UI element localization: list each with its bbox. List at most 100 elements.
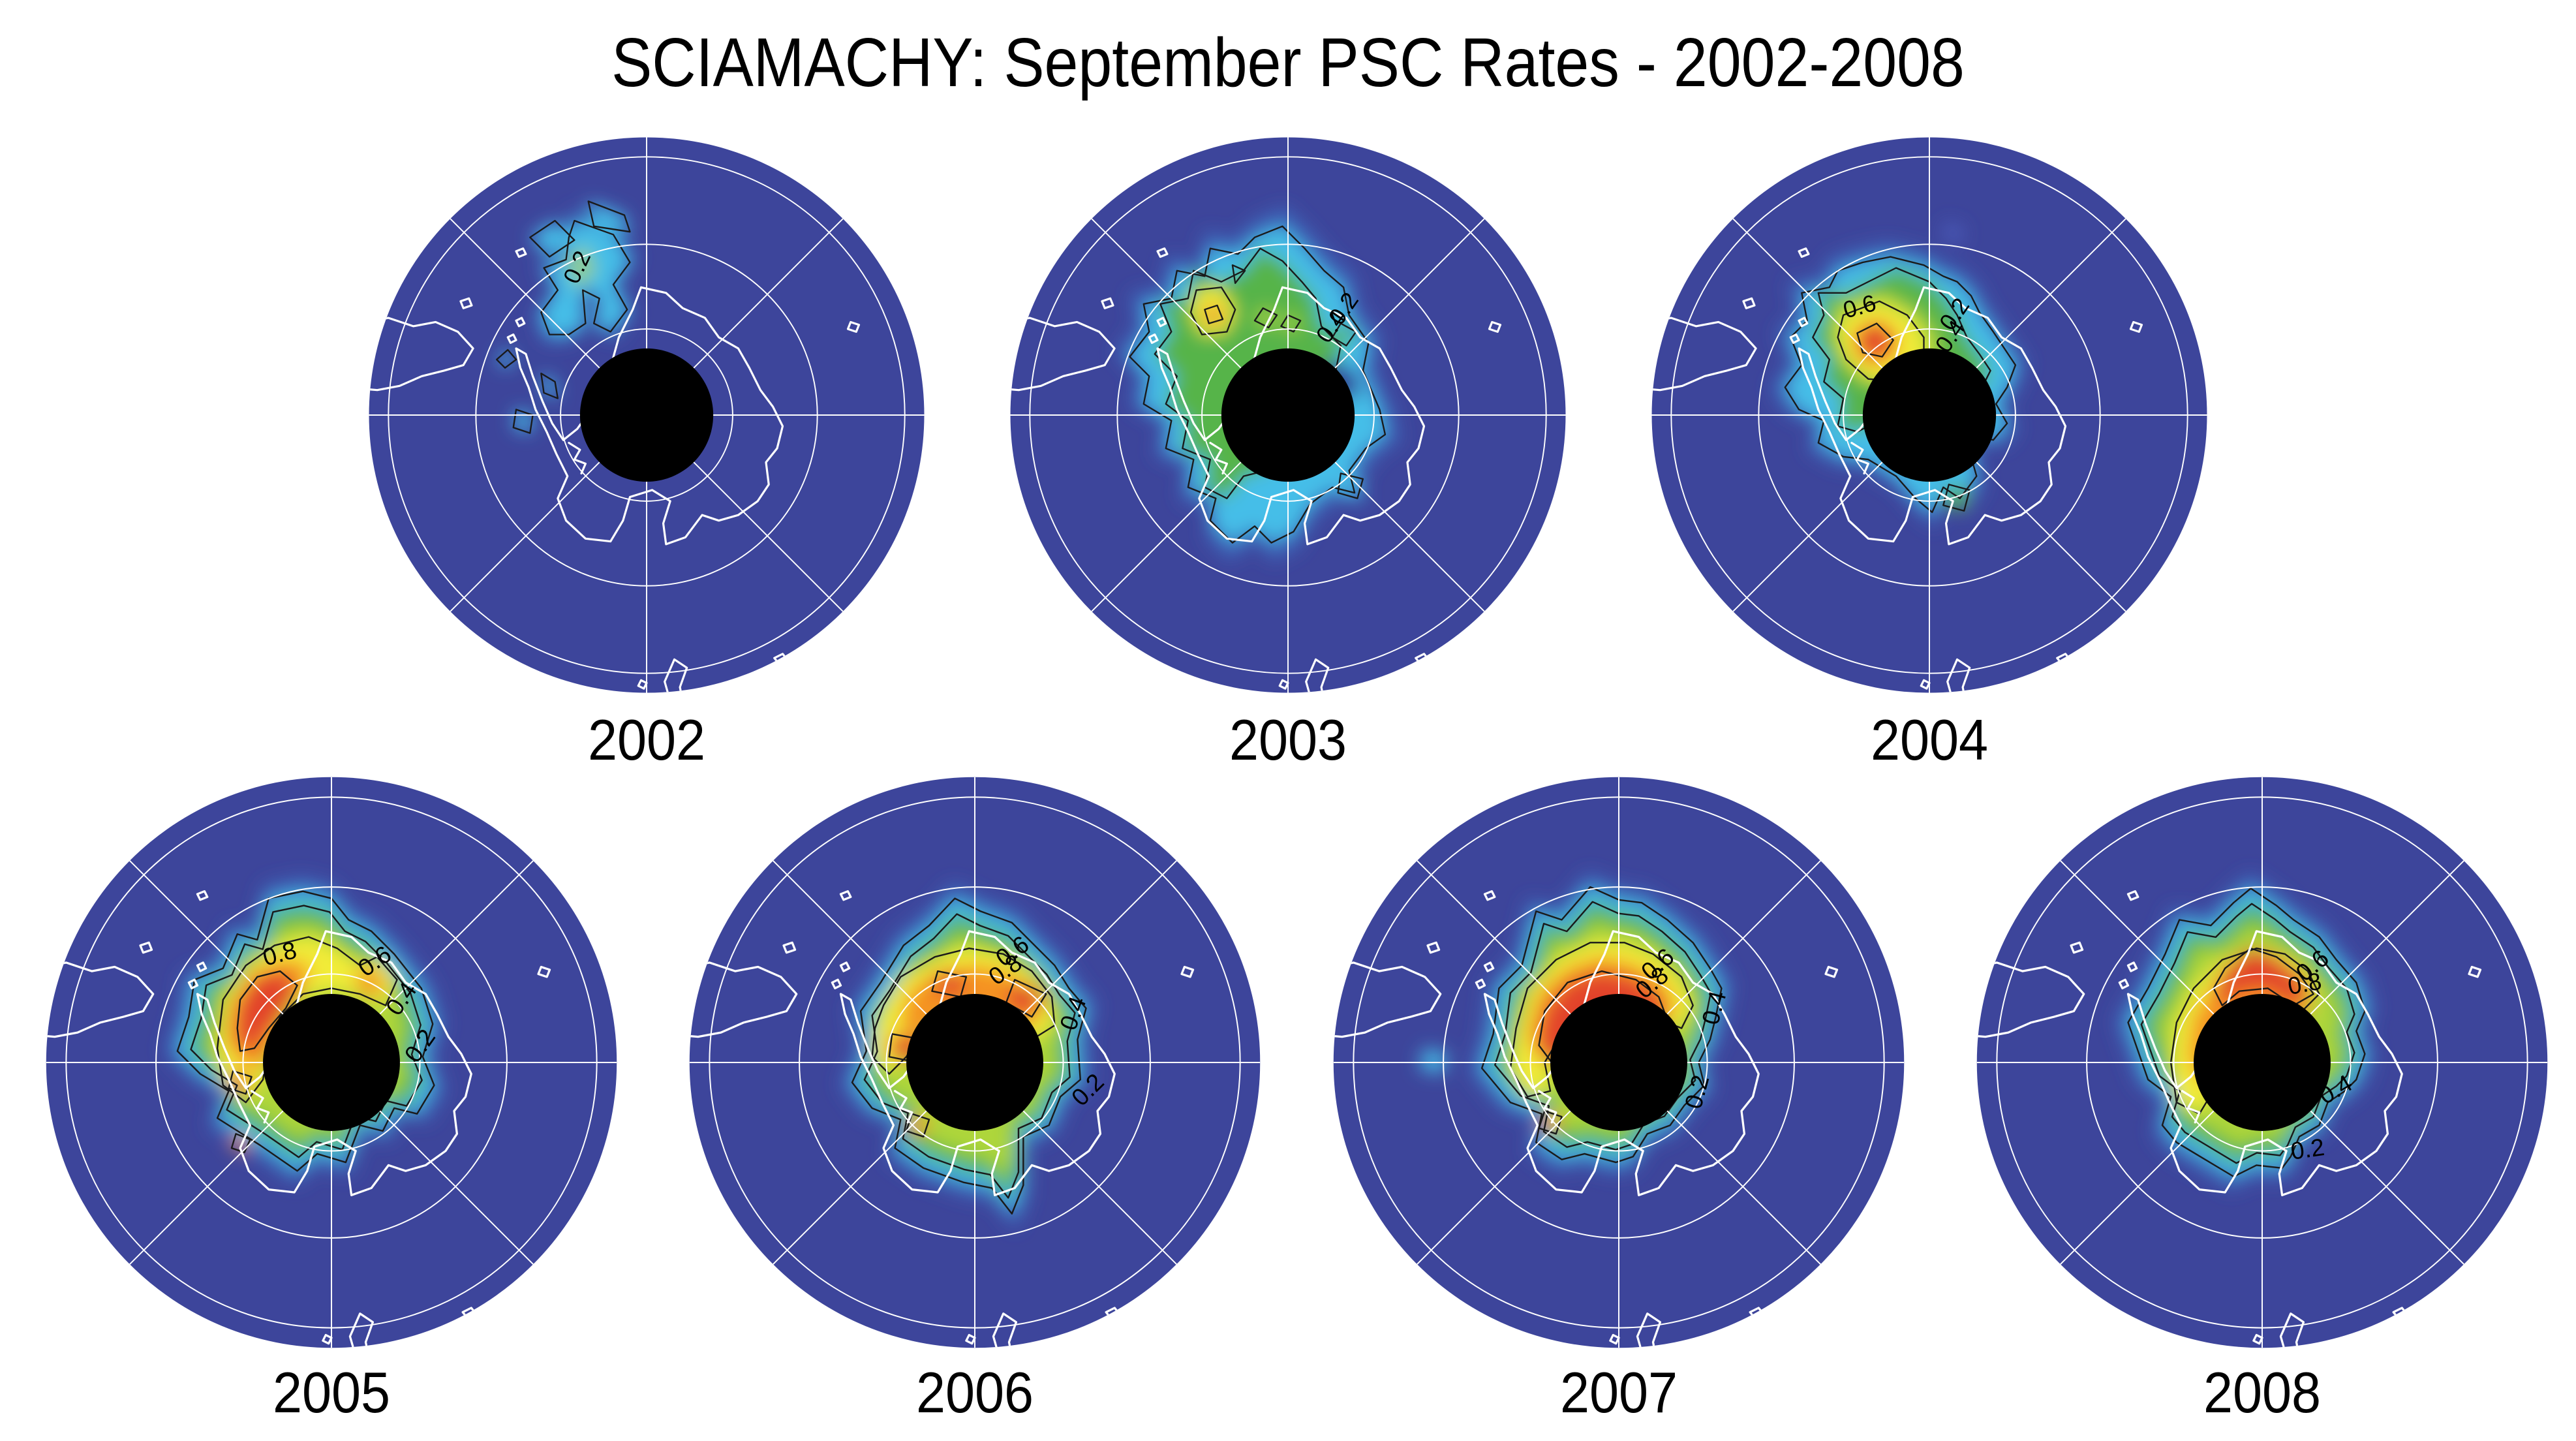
contour-label: 0.8 bbox=[260, 936, 299, 971]
island-coast bbox=[782, 941, 797, 954]
pole-data-gap bbox=[2194, 994, 2331, 1131]
island-coast bbox=[1946, 658, 1971, 693]
island-coast bbox=[965, 1333, 976, 1345]
ice-shelf-line bbox=[1850, 441, 1869, 474]
island-coast bbox=[1156, 247, 1169, 258]
map-2008: 0.60.80.40.2 bbox=[1976, 777, 2548, 1348]
island-coast bbox=[1798, 317, 1809, 328]
island-coast bbox=[322, 1333, 333, 1345]
island-coast bbox=[1636, 1312, 1662, 1348]
island-coast bbox=[1824, 965, 1839, 978]
island-coast bbox=[1742, 297, 1756, 309]
island-coast bbox=[637, 679, 648, 690]
south-america-coast bbox=[689, 961, 798, 1038]
island-coast bbox=[831, 978, 842, 989]
antarctica-coast bbox=[1156, 286, 1426, 546]
map-2003: 0.20.4 bbox=[1010, 137, 1566, 693]
island-coast bbox=[992, 1312, 1018, 1348]
map-2005: 0.80.60.40.2 bbox=[46, 777, 617, 1348]
year-label-2004: 2004 bbox=[1870, 707, 1989, 772]
island-coast bbox=[515, 247, 527, 258]
island-coast bbox=[839, 961, 851, 972]
island-coast bbox=[2129, 320, 2143, 333]
island-coast bbox=[2126, 961, 2138, 972]
ice-shelf-line bbox=[568, 441, 587, 474]
island-coast bbox=[1305, 658, 1330, 693]
antarctica-coast bbox=[515, 286, 784, 546]
figure-title: SCIAMACHY: September PSC Rates - 2002-20… bbox=[611, 24, 1965, 101]
antarctica-coast bbox=[196, 930, 472, 1196]
island-coast bbox=[1148, 333, 1159, 344]
coastline bbox=[1651, 247, 2143, 693]
contour-lines bbox=[176, 890, 435, 1172]
island-coast bbox=[196, 890, 209, 901]
island-coast bbox=[2070, 941, 2084, 954]
island-coast bbox=[515, 317, 526, 328]
island-coast bbox=[196, 961, 207, 972]
contour-lines bbox=[1129, 225, 1387, 544]
year-label-2006: 2006 bbox=[915, 1360, 1034, 1425]
island-coast bbox=[2279, 1312, 2305, 1348]
south-america-coast bbox=[1651, 317, 1757, 392]
year-label-2008: 2008 bbox=[2203, 1360, 2322, 1425]
island-coast bbox=[1426, 941, 1441, 954]
pole-data-gap bbox=[263, 994, 400, 1131]
antarctica-coast bbox=[1483, 930, 1760, 1196]
island-coast bbox=[1156, 317, 1167, 328]
coastline bbox=[1333, 890, 1839, 1348]
ice-shelf-line bbox=[1209, 441, 1228, 474]
pole-data-gap bbox=[1550, 994, 1687, 1131]
island-coast bbox=[1789, 333, 1800, 344]
island-coast bbox=[2468, 965, 2482, 978]
island-coast bbox=[1609, 1333, 1620, 1345]
south-america-coast bbox=[1010, 317, 1116, 392]
island-coast bbox=[2126, 890, 2139, 901]
island-coast bbox=[2252, 1333, 2263, 1345]
island-coast bbox=[187, 978, 199, 989]
south-america-coast bbox=[1333, 961, 1442, 1038]
year-label-2003: 2003 bbox=[1229, 707, 1347, 772]
map-2002: 0.2 bbox=[369, 137, 925, 693]
island-coast bbox=[1488, 320, 1502, 333]
contour-label: 0.8 bbox=[2286, 967, 2323, 1000]
year-label-2005: 2005 bbox=[272, 1360, 391, 1425]
island-coast bbox=[2118, 978, 2130, 989]
map-2006: 0.60.80.40.2 bbox=[689, 777, 1261, 1348]
coastline bbox=[1976, 890, 2482, 1348]
island-coast bbox=[1920, 679, 1931, 690]
island-coast bbox=[1180, 965, 1195, 978]
pole-data-gap bbox=[906, 994, 1043, 1131]
island-coast bbox=[1101, 297, 1114, 309]
island-coast bbox=[846, 320, 861, 333]
antarctica-coast bbox=[2126, 930, 2403, 1196]
ice-shelf-line bbox=[250, 1090, 270, 1124]
year-label-2002: 2002 bbox=[587, 707, 706, 772]
ice-shelf-line bbox=[893, 1090, 913, 1124]
year-label-2007: 2007 bbox=[1559, 1360, 1678, 1425]
island-coast bbox=[537, 965, 551, 978]
south-america-coast bbox=[369, 317, 474, 392]
island-coast bbox=[348, 1312, 375, 1348]
island-coast bbox=[506, 333, 517, 344]
coastline bbox=[369, 247, 861, 693]
contour-lines bbox=[496, 200, 631, 434]
island-coast bbox=[1483, 961, 1495, 972]
contour-label: 0.4 bbox=[1696, 988, 1732, 1028]
south-america-coast bbox=[1976, 961, 2085, 1038]
island-coast bbox=[139, 941, 153, 954]
map-2007: 0.60.80.40.2 bbox=[1333, 777, 1905, 1348]
contour-label: 0.2 bbox=[2289, 1133, 2326, 1165]
coastline bbox=[1010, 247, 1502, 693]
ice-shelf-line bbox=[2181, 1090, 2201, 1124]
island-coast bbox=[1278, 679, 1289, 690]
contour-label: 0.4 bbox=[1054, 993, 1091, 1034]
pole-data-gap bbox=[1862, 348, 1997, 482]
contour-label: 0.6 bbox=[1840, 289, 1878, 324]
pole-data-gap bbox=[1221, 348, 1355, 482]
antarctica-coast bbox=[839, 930, 1116, 1196]
map-2004: 0.60.20.4 bbox=[1651, 137, 2207, 693]
contour-label: 0.2 bbox=[558, 247, 596, 288]
ice-shelf-line bbox=[1537, 1090, 1557, 1124]
island-coast bbox=[1475, 978, 1486, 989]
